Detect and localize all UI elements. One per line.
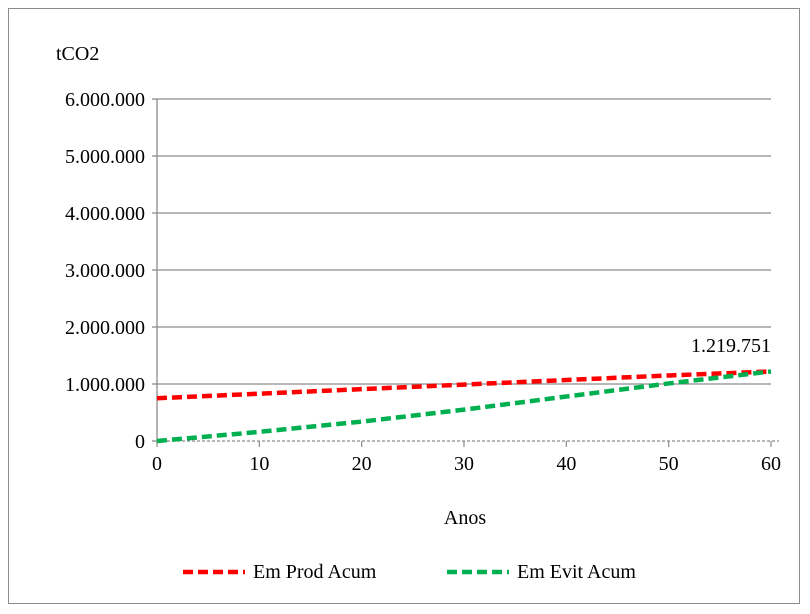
- series-lines: [156, 369, 772, 444]
- y-tick-label: 6.000.000: [65, 89, 145, 111]
- x-tick-label: 60: [761, 453, 781, 475]
- y-tick-label: 2.000.000: [65, 317, 145, 339]
- x-tick-label: 30: [454, 453, 474, 475]
- legend-label: Em Prod Acum: [253, 561, 377, 583]
- x-tick-label: 10: [249, 453, 269, 475]
- y-tick-label: 3.000.000: [65, 260, 145, 282]
- y-tick-label: 5.000.000: [65, 146, 145, 168]
- labels: tCO2 Anos 1.219.751 0 1.000.000 2.000.000 3…: [56, 43, 781, 529]
- series-line: [156, 369, 772, 401]
- y-tick-label: 0: [135, 431, 145, 453]
- x-tick-label: 0: [152, 453, 162, 475]
- gridlines: [157, 98, 771, 385]
- end-value-annotation: 1.219.751: [691, 335, 771, 357]
- y-axis-label: tCO2: [56, 43, 99, 65]
- x-tick-label: 20: [352, 453, 372, 475]
- chart-frame: [8, 8, 800, 604]
- x-axis-label: Anos: [444, 507, 486, 529]
- y-tick-label: 1.000.000: [65, 374, 145, 396]
- series-line: [156, 369, 772, 444]
- x-tick-label: 50: [659, 453, 679, 475]
- axes: [152, 98, 779, 447]
- x-tick-label: 40: [556, 453, 576, 475]
- legend-label: Em Evit Acum: [517, 561, 636, 583]
- y-tick-label: 4.000.000: [65, 203, 145, 225]
- legend: Em Prod Acum Em Evit Acum: [183, 561, 636, 583]
